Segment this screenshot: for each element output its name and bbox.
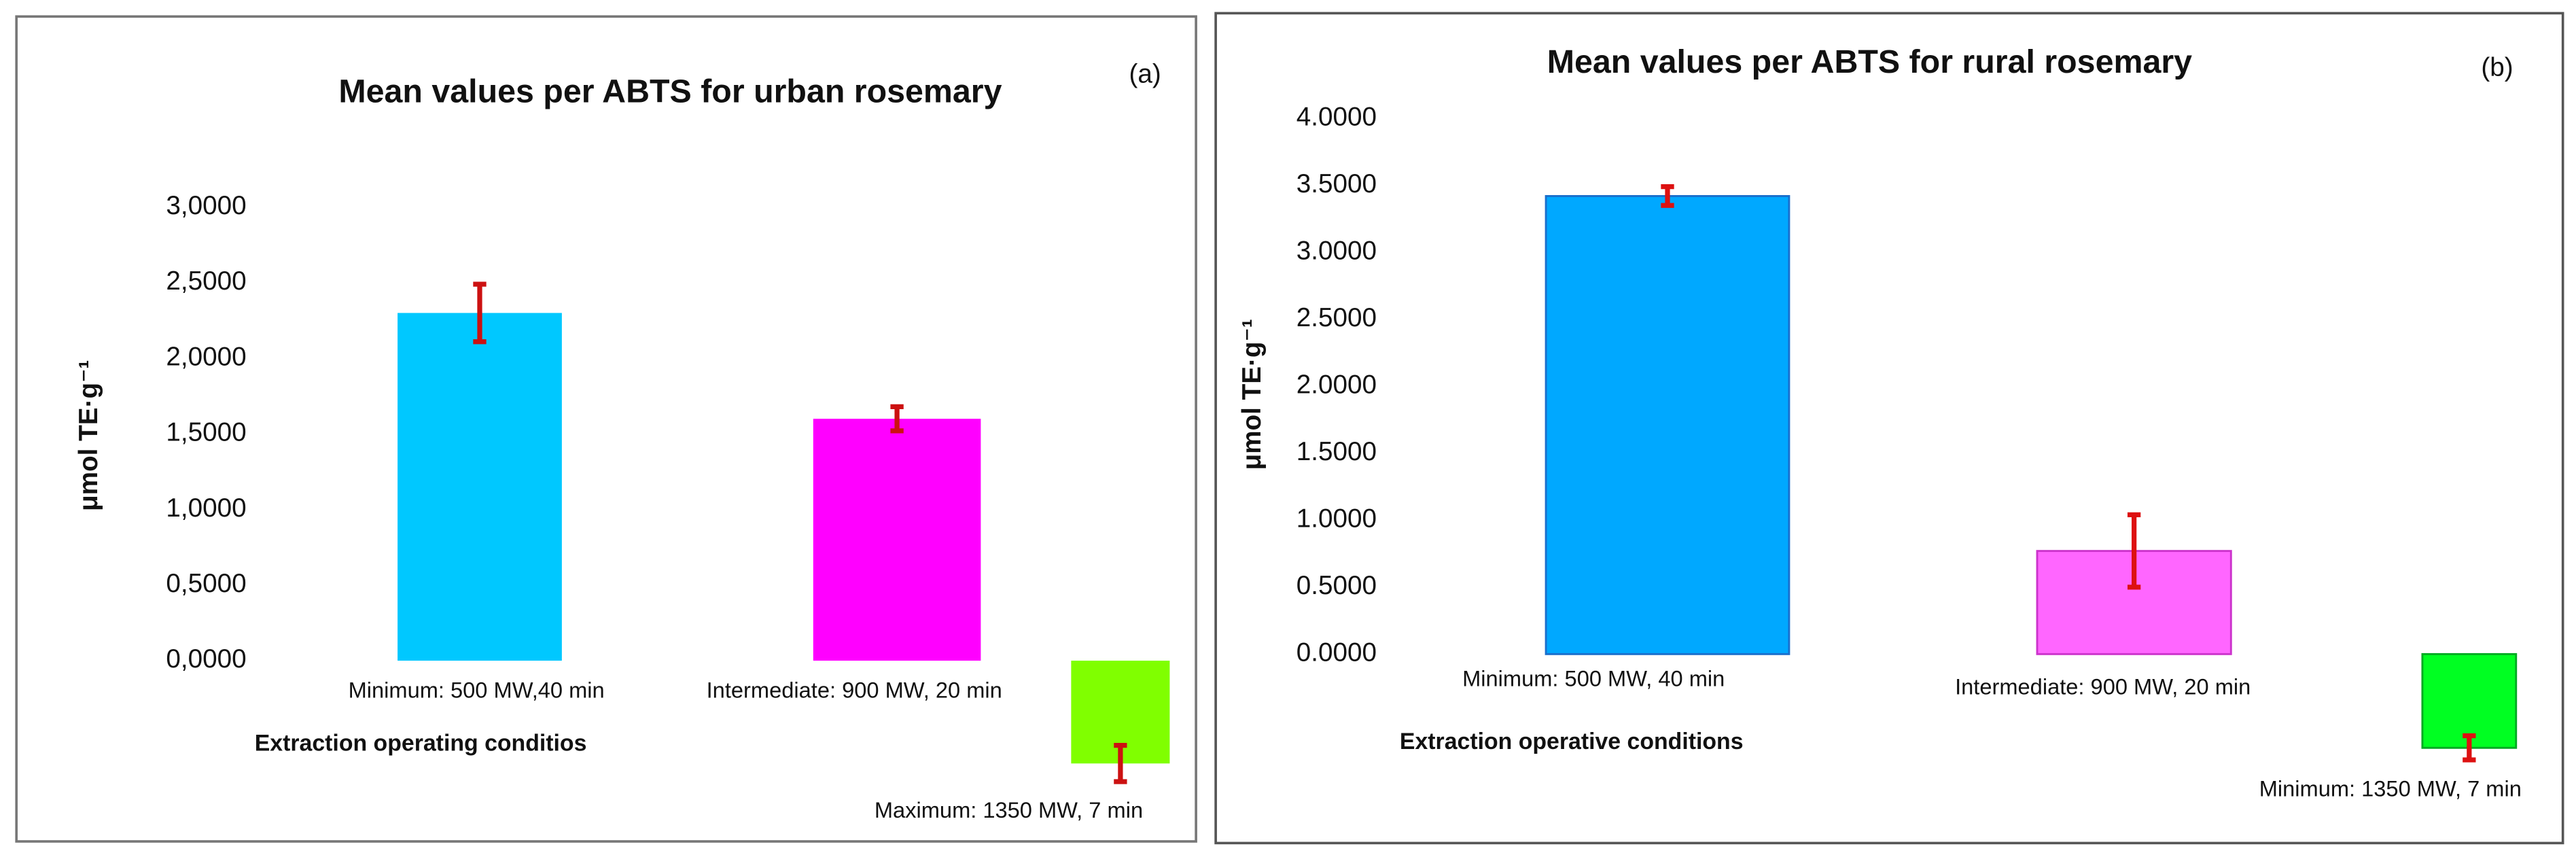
bar <box>1545 195 1790 655</box>
x-tick-label: Minimum: 1350 MW, 7 min <box>2259 776 2522 801</box>
bar <box>813 419 981 661</box>
y-tick-label: 3.0000 <box>1296 236 1377 265</box>
x-tick-label: Intermediate: 900 MW, 20 min <box>1955 674 2251 699</box>
y-axis-label: μmol TE·g⁻¹ <box>74 360 103 511</box>
x-axis-label: Extraction operative conditions <box>1400 729 1744 754</box>
bar <box>2421 652 2518 749</box>
x-tick-label: Intermediate: 900 MW, 20 min <box>707 678 1002 703</box>
x-tick-label: Minimum: 500 MW, 40 min <box>1462 666 1725 691</box>
y-tick-label: 4.0000 <box>1296 102 1377 131</box>
panel-b <box>1214 12 2564 845</box>
y-tick-label: 2,5000 <box>166 266 246 296</box>
x-tick-label: Maximum: 1350 MW, 7 min <box>875 797 1143 822</box>
x-tick-label: Minimum: 500 MW,40 min <box>349 678 605 703</box>
panel-label: (a) <box>1129 60 1161 89</box>
y-tick-label: 1.5000 <box>1296 437 1377 466</box>
y-tick-label: 0,0000 <box>166 644 246 674</box>
y-tick-label: 3.5000 <box>1296 169 1377 198</box>
y-tick-label: 1.0000 <box>1296 504 1377 534</box>
panel-label: (b) <box>2481 53 2513 82</box>
y-tick-label: 0.5000 <box>1296 571 1377 600</box>
x-axis-label: Extraction operating conditios <box>255 730 587 756</box>
chart-title: Mean values per ABTS for rural rosemary <box>1547 43 2192 80</box>
panel-a <box>15 15 1197 843</box>
y-tick-label: 3,0000 <box>166 191 246 220</box>
y-axis-label: μmol TE·g⁻¹ <box>1237 319 1267 470</box>
bar <box>398 313 562 661</box>
y-tick-label: 2.0000 <box>1296 370 1377 399</box>
y-tick-label: 2,0000 <box>166 342 246 371</box>
y-tick-label: 0.0000 <box>1296 638 1377 667</box>
y-tick-label: 0,5000 <box>166 569 246 598</box>
y-tick-label: 2.5000 <box>1296 303 1377 332</box>
y-tick-label: 1,5000 <box>166 418 246 447</box>
y-tick-label: 1,0000 <box>166 493 246 523</box>
chart-title: Mean values per ABTS for urban rosemary <box>338 73 1002 110</box>
